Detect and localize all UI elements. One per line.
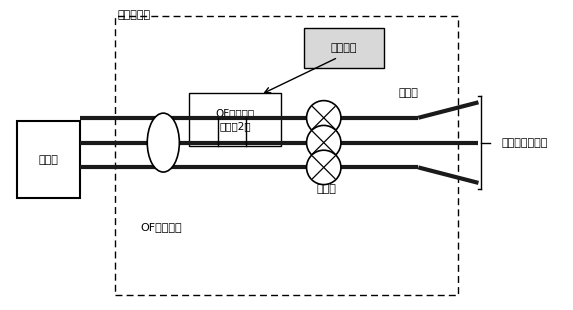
Text: OFケーブル
監視盤2号: OFケーブル 監視盤2号 [215, 108, 254, 131]
Text: 当該箇所: 当該箇所 [331, 43, 357, 53]
Bar [115, 16, 458, 294]
Text: 屋内開閉所: 屋内開閉所 [117, 10, 151, 20]
Ellipse shape [307, 126, 341, 160]
Text: 送電線: 送電線 [398, 88, 418, 98]
Text: 遮断器: 遮断器 [317, 184, 336, 194]
Bar [17, 121, 80, 198]
Bar [304, 28, 384, 68]
Text: 変圧器: 変圧器 [39, 155, 58, 165]
Bar [189, 93, 281, 146]
Text: 伊方北・南幹線: 伊方北・南幹線 [501, 138, 548, 148]
Text: OFケーブル: OFケーブル [140, 222, 182, 232]
Ellipse shape [307, 101, 341, 135]
Ellipse shape [147, 113, 179, 172]
Ellipse shape [307, 150, 341, 184]
